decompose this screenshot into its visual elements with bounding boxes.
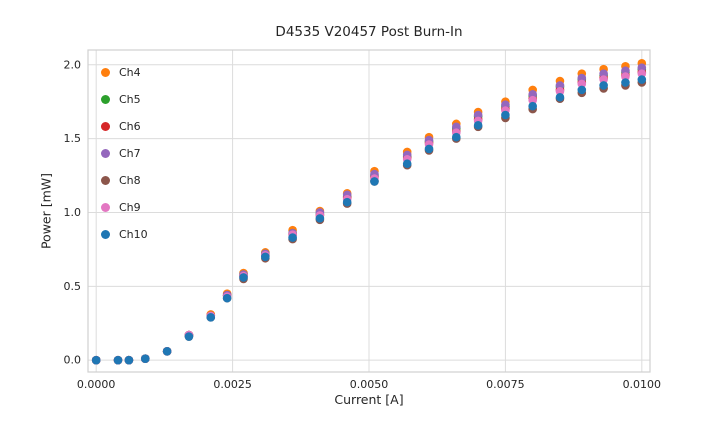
legend-marker-icon <box>101 95 110 104</box>
legend-item-ch6: Ch6 <box>101 113 148 140</box>
legend-item-ch4: Ch4 <box>101 59 148 86</box>
series-Ch10 <box>91 75 647 365</box>
legend-label: Ch5 <box>119 93 141 106</box>
legend-marker-icon <box>101 176 110 185</box>
legend-label: Ch10 <box>119 228 148 241</box>
y-tick-label: 2.0 <box>64 58 82 71</box>
y-tick-label: 1.0 <box>64 206 82 219</box>
legend-marker-icon <box>101 149 110 158</box>
x-tick-label: 0.0050 <box>350 378 389 391</box>
y-axis-label: Power [mW] <box>38 172 54 250</box>
legend-item-ch8: Ch8 <box>101 167 148 194</box>
legend-item-ch10: Ch10 <box>101 221 148 248</box>
tick-labels: 0.0000 0.0025 0.0050 0.0075 0.0100 0.0 0.5 1.0 1… <box>64 58 662 391</box>
legend-marker-icon <box>101 203 110 212</box>
y-tick-label: 0.0 <box>64 354 82 367</box>
legend-item-ch5: Ch5 <box>101 86 148 113</box>
legend: Ch4 Ch5 Ch6 Ch7 Ch8 Ch9 Ch10 <box>101 59 148 248</box>
legend-marker-icon <box>101 68 110 77</box>
legend-label: Ch6 <box>119 120 141 133</box>
chart-title: D4535 V20457 Post Burn-In <box>275 24 463 40</box>
axes-spine <box>87 49 651 373</box>
x-tick-label: 0.0100 <box>623 378 662 391</box>
gridlines <box>88 50 650 372</box>
legend-item-ch9: Ch9 <box>101 194 148 221</box>
legend-label: Ch7 <box>119 147 141 160</box>
legend-marker-icon <box>101 230 110 239</box>
legend-item-ch7: Ch7 <box>101 140 148 167</box>
legend-label: Ch4 <box>119 66 141 79</box>
y-tick-label: 0.5 <box>64 280 82 293</box>
x-tick-label: 0.0025 <box>213 378 252 391</box>
legend-label: Ch8 <box>119 174 141 187</box>
legend-marker-icon <box>101 122 110 131</box>
x-axis-label: Current [A] <box>334 392 404 407</box>
scatter-points <box>91 58 647 365</box>
x-tick-label: 0.0000 <box>77 378 116 391</box>
x-tick-label: 0.0075 <box>486 378 525 391</box>
legend-label: Ch9 <box>119 201 141 214</box>
y-tick-label: 1.5 <box>64 132 82 145</box>
